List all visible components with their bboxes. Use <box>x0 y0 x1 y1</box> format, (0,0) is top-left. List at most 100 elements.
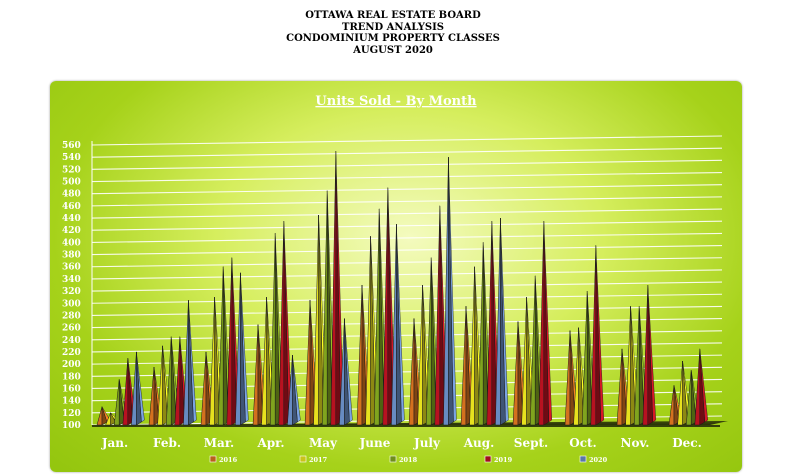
y-tick-label: 180 <box>62 372 81 382</box>
y-tick-label: 420 <box>62 226 81 236</box>
gridline <box>91 330 723 341</box>
gridline <box>91 208 723 219</box>
legend-swatch <box>484 455 492 463</box>
legend-label: 2018 <box>399 456 418 464</box>
legend-item-2020: 2020 <box>579 455 608 464</box>
x-tick-label: Jan. <box>101 436 128 450</box>
bar-2019-dec <box>694 348 709 426</box>
x-tick-label: Dec. <box>672 436 702 450</box>
header-report-type: TREND ANALYSIS <box>342 21 444 33</box>
chart-panel: Units Sold - By Month 100 120 140 160 180 200… <box>50 81 742 472</box>
gridline <box>91 147 723 158</box>
y-tick-label: 560 <box>62 141 81 151</box>
gridlines <box>91 135 723 426</box>
y-tick-label: 160 <box>62 384 81 394</box>
gridline <box>91 318 723 329</box>
x-tick-label: Aug. <box>463 436 495 450</box>
x-axis-labels: Jan. Feb. Mar. Apr. May June July Aug. Sept. Oct.… <box>101 436 702 450</box>
y-tick-label: 300 <box>62 299 81 309</box>
bar-2020-may <box>339 318 353 426</box>
x-tick-label: May <box>309 436 338 450</box>
header-report-date: AUGUST 2020 <box>353 44 433 56</box>
y-tick-label: 440 <box>62 214 81 224</box>
gridline <box>91 354 723 365</box>
gridline <box>91 232 723 243</box>
y-tick-label: 480 <box>62 190 81 200</box>
y-tick-label: 360 <box>62 263 81 273</box>
bar-2020-apr <box>287 354 301 426</box>
legend-swatch <box>389 455 397 463</box>
y-tick-label: 400 <box>62 238 81 248</box>
legend-label: 2020 <box>589 456 608 464</box>
y-tick-label: 280 <box>62 311 81 321</box>
bar-2020-mar <box>235 272 249 426</box>
legend-label: 2016 <box>219 456 238 464</box>
x-tick-label: Apr. <box>256 436 284 450</box>
y-tick-label: 520 <box>62 165 81 175</box>
gridline <box>91 415 723 426</box>
gridline <box>91 281 723 292</box>
page-header: OTTAWA REAL ESTATE BOARD TREND ANALYSIS … <box>0 10 786 56</box>
gridline <box>91 184 723 195</box>
bar-2019-oct <box>590 245 605 426</box>
x-tick-label: July <box>413 436 441 450</box>
gridline <box>91 305 723 316</box>
gridline <box>91 171 723 183</box>
bar-2016-jan <box>96 406 111 426</box>
gridline <box>91 269 723 280</box>
y-tick-label: 120 <box>62 409 81 419</box>
x-tick-label: Mar. <box>204 436 234 450</box>
x-tick-label: Sept. <box>514 436 548 450</box>
y-tick-label: 320 <box>62 287 81 297</box>
gridline <box>91 342 723 353</box>
y-tick-label: 100 <box>62 421 81 431</box>
legend-label: 2019 <box>494 456 513 464</box>
gridline <box>91 135 723 146</box>
y-tick-label: 460 <box>62 202 81 212</box>
y-tick-label: 220 <box>62 348 81 358</box>
bar-2020-jan <box>131 351 145 426</box>
gridline <box>91 220 723 231</box>
x-tick-label: Oct. <box>569 436 596 450</box>
y-tick-label: 240 <box>62 336 81 346</box>
chart-title: Units Sold - By Month <box>315 94 477 109</box>
gridline <box>91 403 723 414</box>
legend-swatch <box>579 455 587 463</box>
legend-swatch <box>299 455 307 463</box>
chart-bars <box>96 151 709 426</box>
gridline <box>91 391 723 402</box>
gridline <box>91 257 723 268</box>
bar-2019-nov <box>642 284 657 426</box>
legend-label: 2017 <box>309 456 327 464</box>
y-tick-label: 380 <box>62 251 81 261</box>
bar-2020-feb <box>183 300 197 426</box>
legend-item-2018: 2018 <box>389 455 418 464</box>
y-axis-ticks: 100 120 140 160 180 200 220 240 260 280 300 320 340 3… <box>62 141 81 431</box>
gridline <box>91 366 723 377</box>
legend-item-2019: 2019 <box>484 455 513 464</box>
bar-2017-july <box>417 284 431 426</box>
gridline <box>91 378 723 390</box>
bar-2018-june <box>373 208 388 426</box>
y-tick-label: 140 <box>62 397 81 407</box>
header-property-class: CONDOMINIUM PROPERTY CLASSES <box>286 33 500 44</box>
y-tick-label: 540 <box>62 153 81 163</box>
gridline <box>91 293 723 304</box>
gridline <box>91 245 723 256</box>
bar-2017-nov <box>625 306 639 426</box>
legend-item-2016: 2016 <box>209 455 238 464</box>
x-tick-label: June <box>359 436 391 450</box>
bar-2020-july <box>443 157 457 426</box>
floor-edge <box>92 425 720 427</box>
y-tick-label: 340 <box>62 275 81 285</box>
bar-2019-sept <box>538 221 553 426</box>
units-sold-chart: Units Sold - By Month 100 120 140 160 180 200… <box>62 94 728 464</box>
y-tick-label: 200 <box>62 360 81 370</box>
header-board-name: OTTAWA REAL ESTATE BOARD <box>305 10 481 21</box>
gridline <box>91 196 723 207</box>
bar-2020-aug <box>495 218 509 426</box>
chart-legend: 2016 2017 2018 2019 2020 <box>209 455 608 464</box>
y-tick-label: 500 <box>62 178 81 188</box>
bar-2020-june <box>391 224 405 426</box>
x-tick-label: Nov. <box>621 436 650 450</box>
